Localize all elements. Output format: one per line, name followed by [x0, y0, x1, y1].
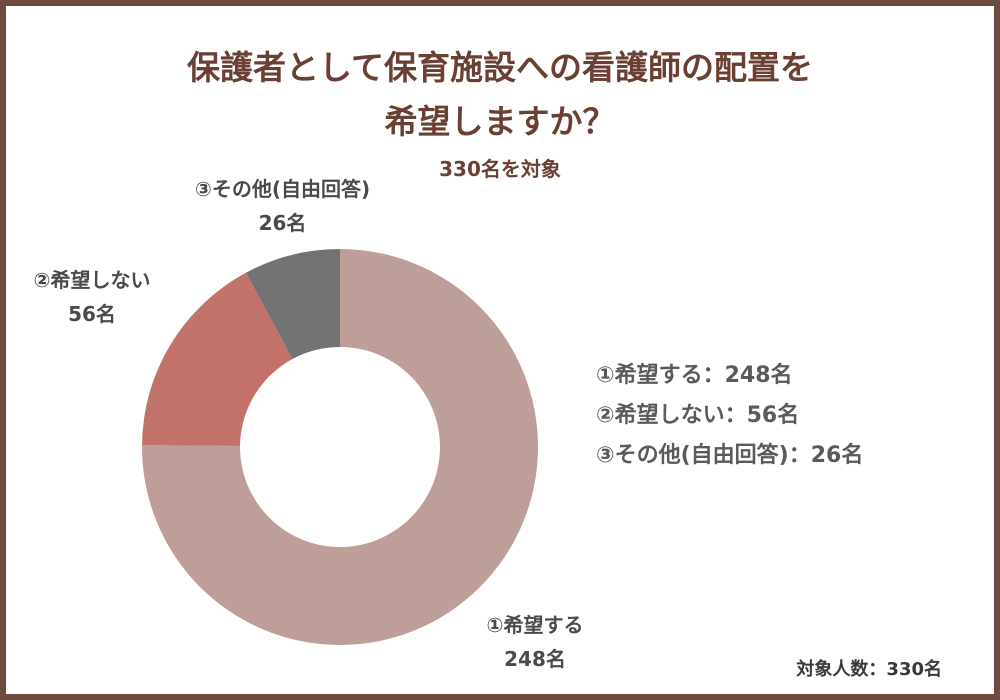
footnote-sample-size: 対象人数：330名 — [796, 659, 942, 680]
slice-label-other: ③その他(自由回答) 26名 — [170, 172, 395, 240]
slice-label-hope-category: ①希望する — [486, 613, 584, 637]
slice-label-no-hope-category: ②希望しない — [33, 268, 151, 292]
donut-slice-hope — [142, 249, 539, 645]
donut-slice-no-hope — [142, 272, 293, 447]
slice-label-hope: ①希望する 248名 — [470, 608, 600, 676]
legend-entry-hope: ①希望する：248名 — [596, 363, 793, 388]
legend-entry-no-hope: ②希望しない：56名 — [596, 403, 800, 428]
slice-label-hope-value: 248名 — [504, 647, 566, 671]
chart-subtitle: 330名を対象 — [439, 157, 561, 181]
slice-label-no-hope-value: 56名 — [68, 302, 116, 326]
slice-label-other-value: 26名 — [258, 211, 307, 235]
donut-slice-other — [245, 249, 340, 360]
chart-legend: ①希望する：248名 ②希望しない：56名 ③その他(自由回答)：26名 — [596, 356, 863, 476]
legend-entry-other: ③その他(自由回答)：26名 — [596, 443, 864, 468]
chart-title-line2: 希望しますか？ — [384, 102, 616, 141]
slice-label-no-hope: ②希望しない 56名 — [12, 263, 172, 331]
chart-title-line1: 保護者として保育施設への看護師の配置を — [186, 48, 813, 87]
slice-label-other-category: ③その他(自由回答) — [194, 177, 371, 201]
